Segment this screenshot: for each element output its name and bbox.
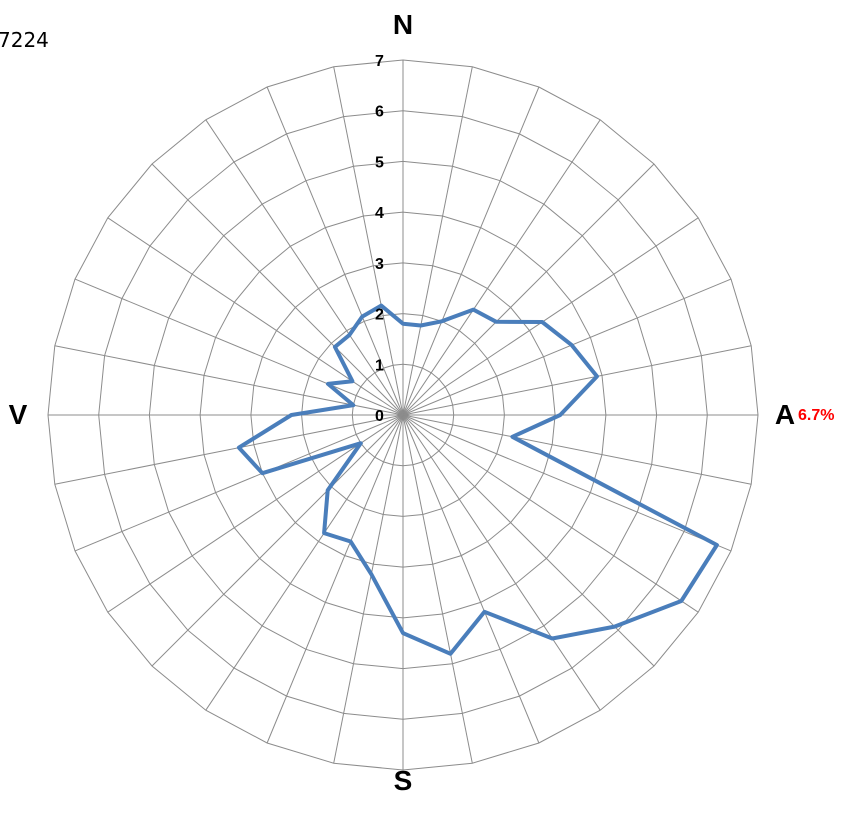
grid-spoke-23 <box>54 414 404 485</box>
radar-grid <box>47 59 759 771</box>
direction-label-east: A <box>775 399 795 430</box>
direction-label-south: S <box>394 765 413 796</box>
grid-spoke-17 <box>333 414 404 764</box>
radial-ticks: 0 1 2 3 4 5 6 7 <box>375 53 384 425</box>
grid-spoke-18 <box>266 414 404 744</box>
grid-spoke-1 <box>402 66 473 416</box>
grid-spoke-13 <box>402 414 601 711</box>
grid-spoke-21 <box>107 414 404 613</box>
direction-label-west: V <box>9 399 28 430</box>
series-line <box>236 303 719 656</box>
grid-spoke-14 <box>402 414 540 744</box>
grid-spoke-10 <box>402 414 732 552</box>
radial-tick-label-5: 5 <box>375 154 384 171</box>
grid-spoke-15 <box>402 414 473 764</box>
radial-tick-label-3: 3 <box>375 256 384 273</box>
grid-spoke-9 <box>402 414 752 485</box>
max-value-label: 6.7% <box>798 407 834 424</box>
grid-spoke-25 <box>54 345 404 416</box>
grid-spoke-26 <box>74 278 404 416</box>
radial-tick-label-0: 0 <box>375 408 384 425</box>
grid-spoke-6 <box>402 278 732 416</box>
direction-label-north: N <box>393 9 413 40</box>
grid-spoke-31 <box>333 66 404 416</box>
radial-tick-label-7: 7 <box>375 53 384 70</box>
grid-spoke-28 <box>151 163 404 416</box>
grid-spoke-29 <box>205 119 404 416</box>
radial-tick-label-2: 2 <box>375 307 384 324</box>
grid-spoke-30 <box>266 86 404 416</box>
grid-spoke-3 <box>402 119 601 416</box>
grid-spoke-11 <box>402 414 699 613</box>
grid-spoke-4 <box>402 163 655 416</box>
grid-spoke-5 <box>402 217 699 416</box>
radial-tick-label-4: 4 <box>375 205 384 222</box>
grid-spoke-20 <box>151 414 404 667</box>
grid-spoke-12 <box>402 414 655 667</box>
grid-spoke-7 <box>402 345 752 416</box>
radial-tick-label-1: 1 <box>375 357 384 374</box>
grid-spoke-2 <box>402 86 540 416</box>
grid-spoke-22 <box>74 414 404 552</box>
corner-label: 7224 <box>0 28 49 52</box>
radial-tick-label-6: 6 <box>375 104 384 121</box>
radar-series <box>236 303 719 656</box>
grid-spoke-19 <box>205 414 404 711</box>
